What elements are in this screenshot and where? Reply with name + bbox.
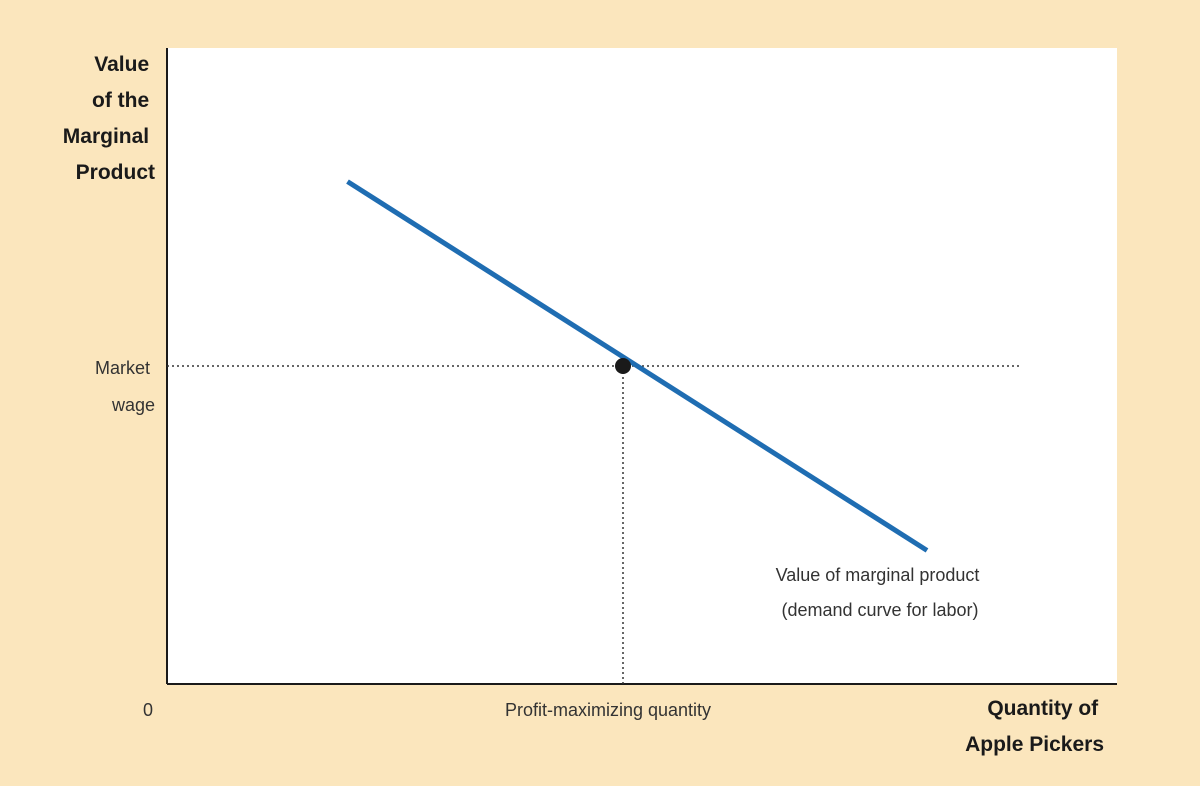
- curve-label: Value of marginal product (demand curve …: [776, 565, 985, 620]
- profit-max-quantity-tick-label: Profit-maximizing quantity: [505, 700, 711, 720]
- origin-label: 0: [143, 700, 153, 720]
- vmp-demand-curve: [346, 179, 929, 553]
- equilibrium-point: [615, 358, 631, 374]
- y-axis-label: Value of the Marginal Product: [63, 53, 155, 184]
- market-wage-tick-label: Market wage: [95, 358, 155, 415]
- x-axis-label: Quantity of Apple Pickers: [965, 697, 1104, 756]
